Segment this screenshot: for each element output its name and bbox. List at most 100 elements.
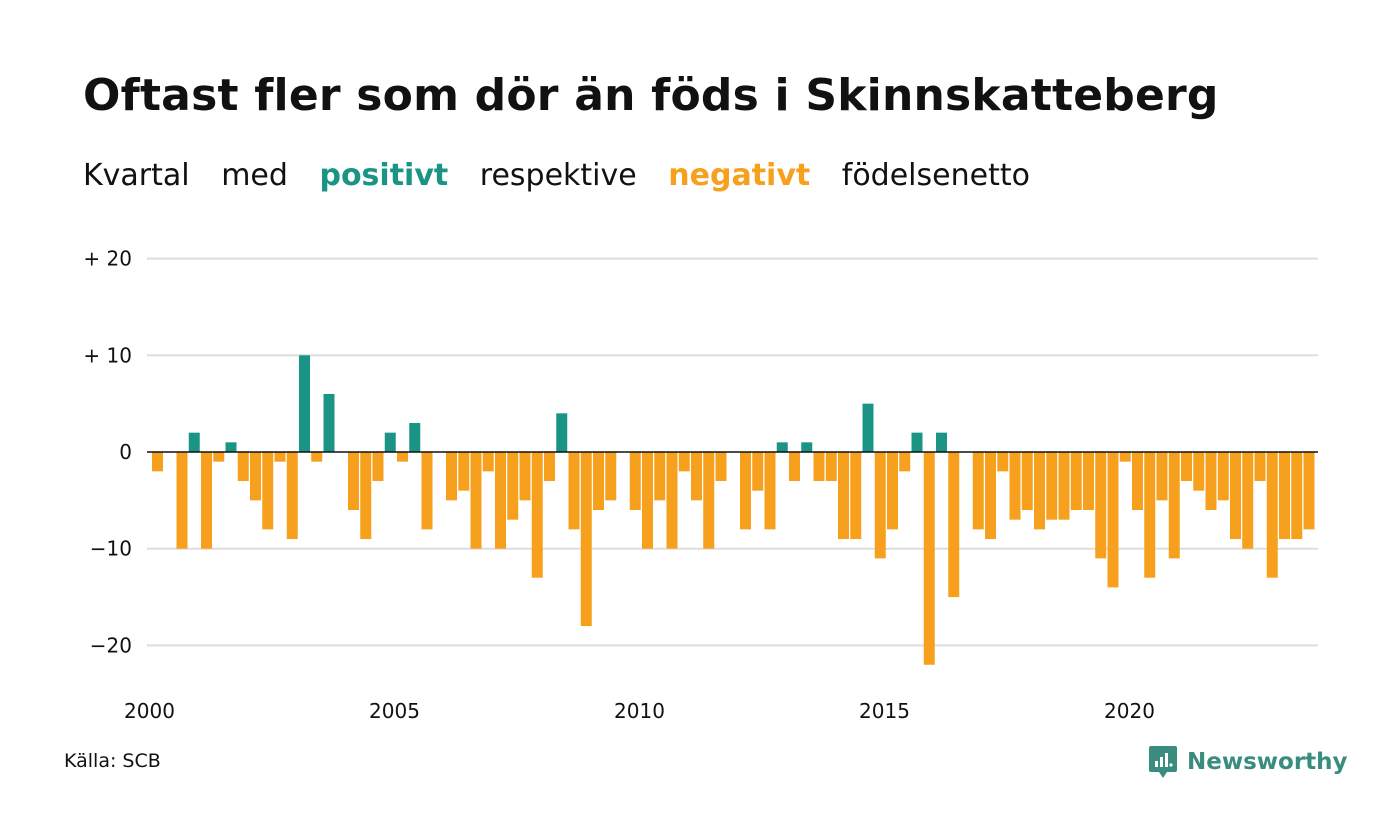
bar-negative [176,452,188,549]
bar-negative [605,452,617,501]
bar-negative [421,452,433,530]
bar-negative [1205,452,1217,511]
bar-negative [580,452,592,627]
bar-negative [507,452,519,520]
bar-negative [397,452,408,462]
bar-positive [323,393,335,452]
bar-negative [642,452,653,549]
bar-negative [519,452,531,501]
bar-negative [1279,452,1290,540]
bar-negative [1070,452,1082,511]
newsworthy-logo-icon [1149,746,1177,778]
bar-negative [1144,452,1156,578]
bar-negative [948,452,960,598]
subtitle-text-3: respektive [479,158,637,193]
bar-negative [593,452,604,511]
bar-negative [1132,452,1143,511]
bar-negative [1083,452,1094,511]
bar-negative [237,452,249,482]
bar-negative [286,452,298,540]
bar-negative [654,452,666,501]
bar-negative [972,452,984,530]
y-tick-label: 0 [119,440,132,464]
bar-negative [531,452,543,578]
bar-negative [629,452,641,511]
bar-negative [752,452,764,491]
bar-negative [1181,452,1192,482]
bar-negative [1230,452,1241,540]
bar-negative [1021,452,1033,511]
bar-positive [556,413,568,452]
x-tick-label: 2010 [614,699,665,723]
bar-positive [299,355,310,452]
bar-negative [740,452,751,530]
x-tick-label: 2000 [124,699,175,723]
bar-negative [1193,452,1205,491]
bar-negative [703,452,715,549]
bar-positive [225,442,237,452]
bar-negative [1119,452,1131,462]
subtitle-negative-label: negativt [668,158,811,193]
bar-negative [715,452,727,482]
bar-negative [825,452,837,482]
bar-negative [691,452,702,501]
bar-negative [666,452,678,549]
bar-negative [1156,452,1168,501]
bar-negative [764,452,776,530]
bar-negative [311,452,323,462]
bar-negative [789,452,800,482]
bar-negative [446,452,457,501]
subtitle-text-2: med [221,158,288,193]
bar-negative [482,452,494,472]
bar-negative [1095,452,1107,559]
bar-positive [409,422,421,452]
y-tick-label: + 10 [83,343,132,367]
bar-negative [544,452,555,482]
chart-subtitle: Kvartal med positivt respektive negativt… [83,158,1052,193]
bar-negative [1254,452,1266,482]
bar-negative [1168,452,1180,559]
bar-negative [899,452,911,472]
bar-negative [678,452,690,472]
bar-negative [874,452,886,559]
bar-negative [372,452,384,482]
x-tick-label: 2015 [859,699,910,723]
subtitle-text-4: födelsenetto [841,158,1030,193]
bar-negative [1009,452,1021,520]
bar-positive [384,432,396,452]
bar-negative [850,452,862,540]
bar-negative [348,452,359,511]
y-tick-label: −20 [90,633,132,657]
bar-negative [1242,452,1254,549]
bar-negative [470,452,482,549]
bar-negative [250,452,261,501]
bar-negative [360,452,372,540]
bar-negative [201,452,212,549]
bar-negative [458,452,470,491]
bar-negative [813,452,825,482]
bar-negative [923,452,935,665]
bar-negative [1217,452,1229,501]
bar-negative [887,452,898,530]
bar-negative [1291,452,1303,540]
bar-negative [1046,452,1058,520]
newsworthy-logo: Newsworthy [1148,744,1348,780]
bar-negative [1107,452,1119,588]
bar-negative [838,452,849,540]
bar-negative [1266,452,1278,578]
bar-negative [262,452,274,530]
bar-negative [1058,452,1070,520]
bar-negative [274,452,286,462]
bar-negative [1303,452,1315,530]
bar-positive [911,432,923,452]
bar-negative [568,452,580,530]
bar-negative [1034,452,1045,530]
bar-positive [936,432,947,452]
chart-title: Oftast fler som dör än föds i Skinnskatt… [83,70,1219,121]
newsworthy-logo-text: Newsworthy [1187,749,1348,775]
x-tick-label: 2005 [369,699,420,723]
subtitle-text-1: Kvartal [83,158,190,193]
bar-positive [188,432,200,452]
bar-negative [997,452,1009,472]
y-tick-label: −10 [90,537,132,561]
